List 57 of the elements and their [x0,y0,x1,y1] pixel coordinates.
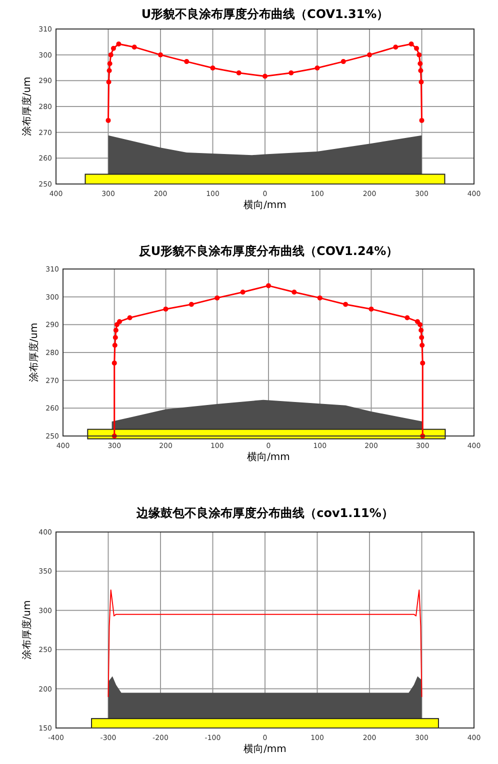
point [112,334,118,340]
point [414,319,420,324]
point [113,328,118,333]
point [112,360,117,366]
point [106,118,111,123]
chart-title: 边缘鼓包不良涂布厚度分布曲线（cov1.11%） [136,506,394,520]
point [240,290,246,295]
point [288,70,294,76]
y-axis-title: 涂布厚度/um [21,76,33,136]
point [262,74,268,79]
point [314,66,320,71]
point [418,61,423,66]
point [292,290,297,295]
point [107,61,112,66]
point [210,66,216,71]
y-axis-title: 涂布厚度/um [28,322,40,382]
point [188,302,194,307]
point [404,315,410,320]
point [214,295,220,300]
point [418,79,424,84]
point [236,70,242,76]
point [343,302,348,307]
point [340,59,346,64]
chart-title: U形貌不良涂布厚度分布曲线（COV1.31%） [141,7,389,21]
line-series [108,590,422,698]
point [419,118,424,123]
point [416,52,422,58]
point [106,79,112,84]
point [317,295,322,300]
x-axis-title: 横向/mm [247,451,290,463]
chart-title: 反U形貌不良涂布厚度分布曲线（COV1.24%） [138,244,398,258]
point [420,360,426,366]
point [420,342,425,348]
point [418,68,424,74]
point [106,68,112,74]
point [127,315,132,320]
point [163,306,168,312]
point [418,328,424,333]
point [132,44,137,50]
point [368,306,374,312]
point [110,46,116,51]
point [184,59,190,64]
x-axis-title: 横向/mm [244,743,286,755]
y-axis-title: 涂布厚度/um [21,600,33,660]
point [414,46,420,51]
x-axis-title: 横向/mm [244,199,286,211]
point [419,334,424,340]
point [112,342,118,348]
point [266,283,271,288]
point [158,52,163,58]
point [418,322,423,328]
point [408,41,414,46]
point [117,319,122,324]
point [393,44,398,50]
point [116,41,122,46]
point [367,52,372,58]
point [108,52,114,58]
